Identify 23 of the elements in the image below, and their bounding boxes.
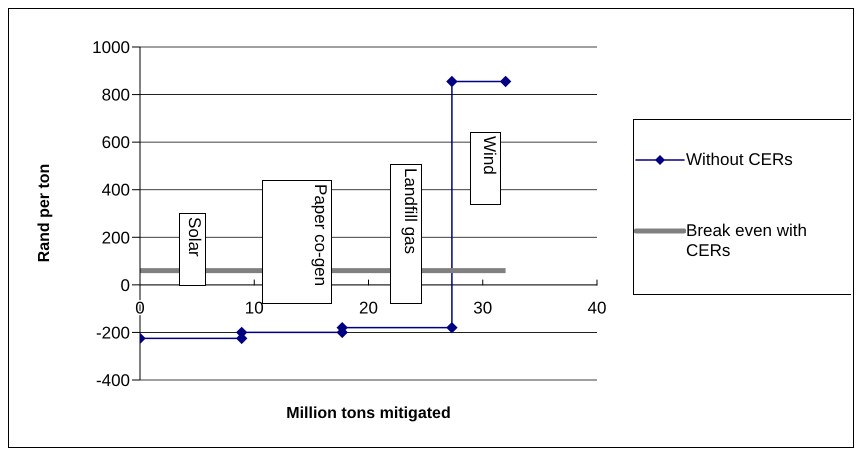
point bbox=[500, 76, 512, 87]
y-tick-label: 600 bbox=[102, 133, 130, 152]
y-tick-label: 400 bbox=[102, 180, 130, 200]
x-tick-label: 30 bbox=[473, 298, 492, 318]
label-box: Landfill gas bbox=[390, 164, 422, 304]
x-tick-label: 40 bbox=[588, 298, 606, 318]
x-tick-label: 20 bbox=[359, 298, 378, 318]
label-box: Wind bbox=[470, 132, 501, 205]
label-box: Paper co-gen bbox=[262, 180, 332, 304]
point bbox=[446, 76, 458, 87]
y-tick-label: 0 bbox=[120, 276, 130, 295]
y-tick-label: 1000 bbox=[92, 38, 130, 58]
point bbox=[446, 322, 458, 334]
legend-label: Without CERs bbox=[686, 150, 793, 170]
y-tick-label: 800 bbox=[102, 86, 130, 105]
x-tick-label: 10 bbox=[244, 298, 264, 318]
legend-label: Break even with CERs bbox=[686, 221, 808, 261]
x-axis-title: Million tons mitigated bbox=[285, 405, 452, 423]
y-axis-title: Rand per ton bbox=[36, 162, 54, 264]
y-tick-label: -400 bbox=[96, 371, 130, 390]
label-box: Solar bbox=[179, 213, 206, 286]
y-tick-label: -200 bbox=[96, 323, 130, 342]
y-tick-label: 200 bbox=[102, 228, 130, 248]
